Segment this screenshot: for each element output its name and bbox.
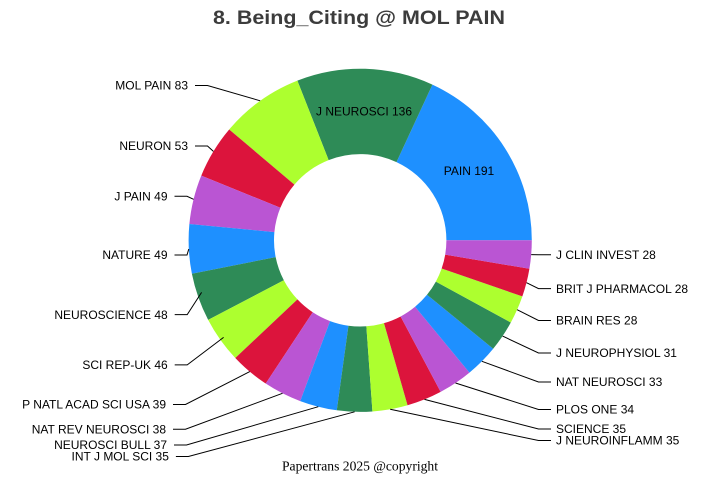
- svg-text:NATURE 49: NATURE 49: [102, 248, 167, 262]
- svg-text:J CLIN INVEST 28: J CLIN INVEST 28: [556, 248, 656, 262]
- svg-text:SCIENCE 35: SCIENCE 35: [556, 422, 626, 436]
- svg-text:Papertrans 2025 @copyright: Papertrans 2025 @copyright: [282, 460, 438, 475]
- svg-text:8. Being_Citing @ MOL PAIN: 8. Being_Citing @ MOL PAIN: [213, 8, 505, 29]
- svg-text:P NATL ACAD SCI USA 39: P NATL ACAD SCI USA 39: [22, 398, 166, 412]
- svg-text:PAIN 191: PAIN 191: [444, 164, 495, 178]
- svg-text:NEURON 53: NEURON 53: [119, 139, 188, 153]
- svg-text:NEUROSCIENCE 48: NEUROSCIENCE 48: [54, 308, 168, 322]
- svg-text:SCI REP-UK 46: SCI REP-UK 46: [82, 358, 168, 372]
- svg-text:BRIT J PHARMACOL 28: BRIT J PHARMACOL 28: [556, 282, 688, 296]
- svg-text:J NEUROINFLAMM 35: J NEUROINFLAMM 35: [556, 434, 680, 448]
- svg-text:J PAIN 49: J PAIN 49: [114, 190, 167, 204]
- svg-text:BRAIN RES 28: BRAIN RES 28: [556, 314, 638, 328]
- svg-text:INT J MOL SCI 35: INT J MOL SCI 35: [72, 450, 170, 464]
- svg-text:NAT NEUROSCI 33: NAT NEUROSCI 33: [556, 375, 663, 389]
- svg-text:MOL PAIN 83: MOL PAIN 83: [115, 79, 188, 93]
- svg-text:J NEUROPHYSIOL 31: J NEUROPHYSIOL 31: [556, 346, 677, 360]
- svg-text:NEUROSCI BULL 37: NEUROSCI BULL 37: [54, 438, 167, 452]
- svg-text:PLOS ONE 34: PLOS ONE 34: [556, 403, 634, 417]
- svg-text:NAT REV NEUROSCI 38: NAT REV NEUROSCI 38: [32, 422, 167, 436]
- svg-text:J NEUROSCI 136: J NEUROSCI 136: [316, 104, 412, 118]
